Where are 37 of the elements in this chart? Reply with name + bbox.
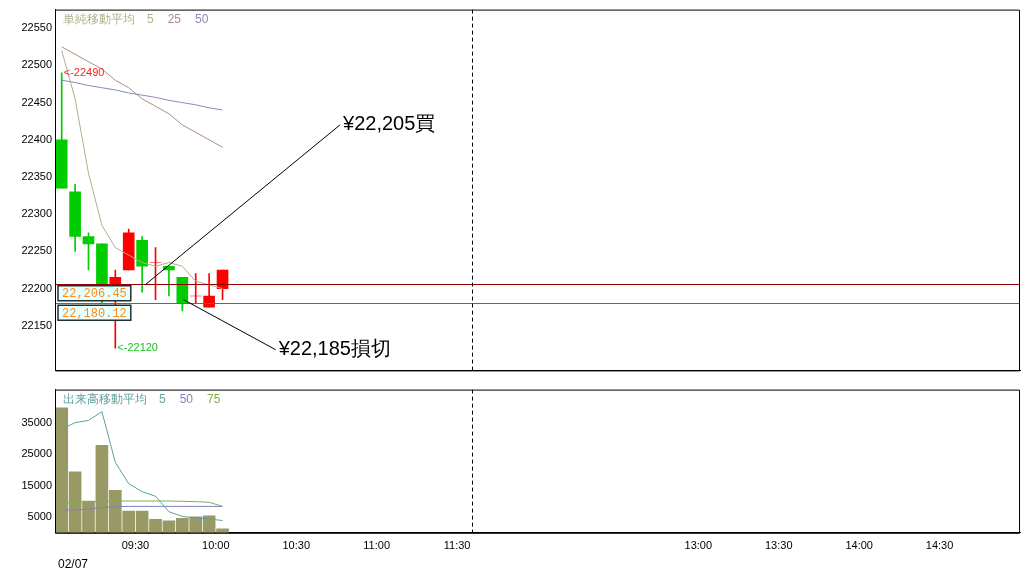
y-tick-label: 5000 [27, 510, 52, 523]
text: 5 [147, 11, 154, 26]
y-tick-label: 25000 [21, 447, 52, 460]
x-tick-label: 14:00 [845, 539, 873, 552]
text: 75 [207, 391, 221, 406]
text: 5 [159, 391, 166, 406]
text: 02/07 [58, 557, 89, 572]
y-tick-label: 22200 [21, 281, 52, 294]
x-tick-label: 13:30 [764, 539, 793, 552]
text: 50 [195, 11, 209, 26]
legend-title: 単純移動平均 [63, 11, 135, 26]
x-tick-label: 13:00 [684, 539, 713, 552]
y-tick-label: 22300 [21, 207, 52, 220]
legend-title: 出来高移動平均 [63, 391, 147, 406]
y-tick-label: 15000 [21, 478, 52, 491]
x-tick-label: 10:30 [282, 539, 311, 552]
x-tick-label: 10:00 [202, 539, 230, 552]
annotation: ¥22,205買 [342, 112, 436, 135]
annotation: <-22120 [117, 341, 158, 354]
y-tick-label: 22250 [21, 244, 52, 257]
y-tick-label: 22400 [21, 132, 52, 145]
annotation: <-22490 [63, 65, 105, 78]
x-tick-label: 11:00 [363, 539, 391, 552]
y-tick-label: 35000 [21, 415, 52, 428]
y-tick-label: 22150 [21, 318, 52, 331]
x-tick-label: 14:30 [925, 539, 954, 552]
x-tick-label: 11:30 [443, 539, 471, 552]
y-tick-label: 22500 [21, 58, 52, 71]
y-tick-label: 22450 [21, 95, 52, 108]
text: 25 [167, 11, 182, 26]
y-tick-label: 22550 [21, 21, 52, 34]
x-tick-label: 09:30 [121, 539, 150, 552]
ref-line-label: 22,180.12 [62, 306, 127, 321]
text: 50 [179, 391, 194, 406]
y-tick-label: 22350 [21, 170, 52, 183]
ref-line-label: 22,206.45 [62, 286, 127, 301]
annotation: ¥22,185損切 [277, 337, 391, 360]
